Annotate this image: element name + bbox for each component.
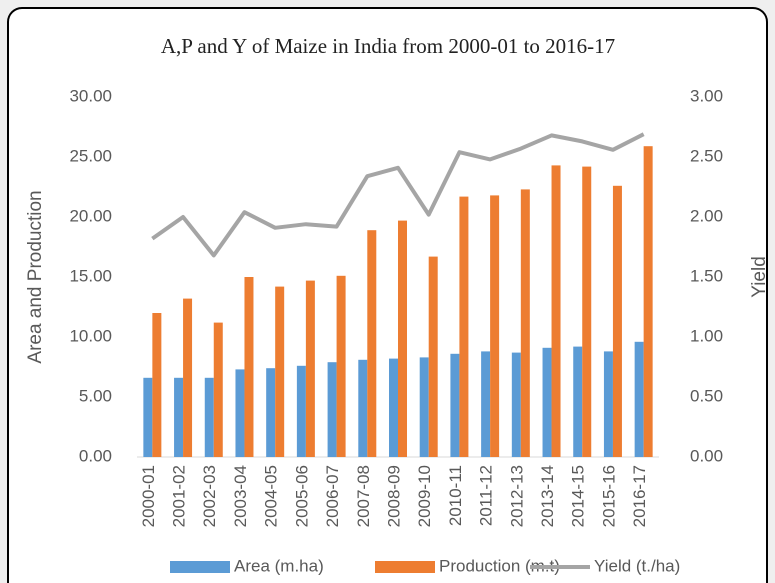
bar (152, 313, 162, 457)
x-tick-label: 2008-09 (384, 465, 403, 527)
bar (305, 280, 315, 457)
y2-tick-label: 1.50 (690, 266, 723, 285)
legend-label: Yield (t./ha) (594, 556, 680, 575)
bar (490, 195, 500, 457)
x-tick-label: 2007-08 (354, 465, 373, 527)
x-tick-label: 2001-02 (170, 465, 189, 527)
y2-tick-label: 3.00 (690, 86, 723, 105)
y2-tick-label: 2.00 (690, 206, 723, 225)
x-tick-label: 2004-05 (262, 465, 281, 527)
bar (481, 351, 491, 457)
bar (204, 377, 214, 457)
legend-label: Area (m.ha) (234, 556, 324, 575)
x-tick-label: 2015-16 (599, 465, 618, 527)
x-tick-label: 2000-01 (139, 465, 158, 527)
bar (389, 358, 398, 457)
bar (336, 275, 346, 457)
y-tick-label: 10.00 (69, 326, 112, 345)
y-tick-label: 15.00 (69, 266, 112, 285)
bar (327, 362, 337, 457)
bar (358, 359, 368, 457)
legend-swatch (170, 561, 230, 573)
bar (459, 196, 469, 457)
bar (296, 365, 306, 457)
x-tick-label: 2011-12 (477, 465, 496, 526)
y-tick-label: 25.00 (69, 146, 112, 165)
y-tick-label: 0.00 (79, 446, 112, 465)
bar (612, 185, 622, 458)
legend-label: Production (m.t) (439, 556, 560, 575)
y2-tick-label: 0.50 (690, 386, 723, 405)
bar (235, 369, 245, 457)
bar (542, 347, 552, 457)
x-tick-label: 2003-04 (231, 465, 250, 527)
x-tick-label: 2013-14 (538, 465, 557, 527)
chart-title: A,P and Y of Maize in India from 2000-01… (161, 34, 615, 58)
bar (266, 368, 276, 457)
bar (143, 377, 153, 457)
legend-swatch (375, 561, 435, 573)
bar (398, 220, 407, 457)
x-tick-label: 2002-03 (200, 465, 219, 527)
bar (213, 322, 223, 457)
bar (573, 346, 583, 457)
y2-tick-label: 0.00 (690, 446, 723, 465)
bar (419, 357, 429, 457)
y-tick-label: 30.00 (69, 86, 112, 105)
x-tick-label: 2012-13 (507, 465, 526, 527)
x-tick-label: 2006-07 (323, 465, 342, 527)
bar (511, 352, 521, 457)
x-tick-label: 2014-15 (569, 465, 588, 527)
x-tick-label: 2016-17 (630, 465, 649, 527)
bar (450, 353, 460, 457)
bar (174, 377, 184, 457)
bar (428, 256, 438, 457)
bar (551, 165, 561, 457)
y-axis-label: Area and Production (25, 190, 46, 363)
bar (275, 286, 285, 457)
y2-tick-label: 1.00 (690, 326, 723, 345)
bar (643, 146, 653, 457)
y2-axis-label: Yield (749, 256, 770, 298)
line-series (151, 132, 645, 258)
x-tick-label: 2005-06 (292, 465, 311, 527)
bar (582, 166, 592, 457)
bar (183, 298, 193, 457)
bar (634, 341, 644, 457)
y-tick-label: 5.00 (79, 386, 112, 405)
bar (244, 277, 254, 457)
bar (367, 230, 377, 457)
x-tick-label: 2010-11 (446, 465, 465, 526)
y2-tick-label: 2.50 (690, 146, 723, 165)
bar (603, 351, 613, 457)
y-tick-label: 20.00 (69, 206, 112, 225)
bar (520, 189, 530, 457)
x-tick-label: 2009-10 (415, 465, 434, 527)
